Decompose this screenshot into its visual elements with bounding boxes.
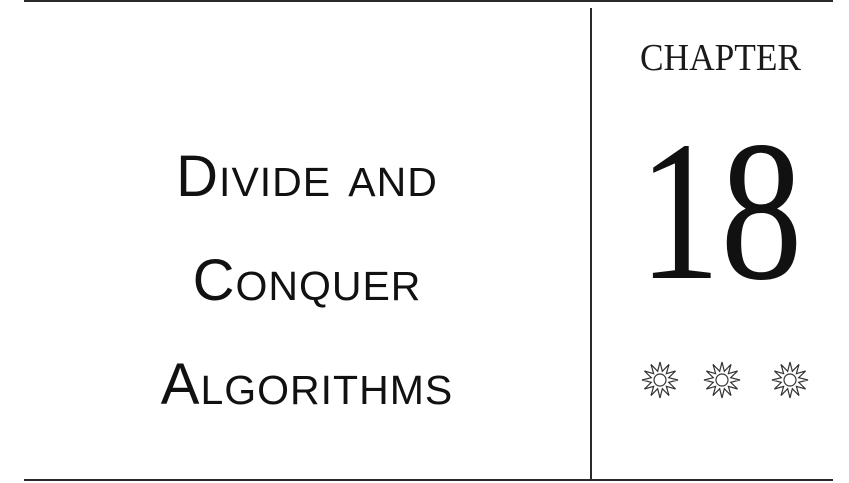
chapter-title-line-1: Divide and: [176, 144, 438, 209]
top-rule: [24, 0, 833, 2]
ornament-row: [592, 356, 849, 406]
chapter-title-line-2: Conquer: [192, 248, 422, 313]
star-ornament-icon: [768, 356, 812, 404]
vertical-divider: [590, 8, 592, 480]
chapter-label: CHAPTER: [639, 37, 802, 79]
chapter-title-line-3: Algorithms: [160, 352, 454, 417]
star-ornament-icon: [638, 356, 682, 404]
chapter-title: Divide and Conquer Algorithms: [24, 125, 590, 437]
bottom-rule: [24, 479, 833, 481]
chapter-number: 18: [638, 101, 803, 322]
star-ornament-icon: [700, 356, 744, 404]
